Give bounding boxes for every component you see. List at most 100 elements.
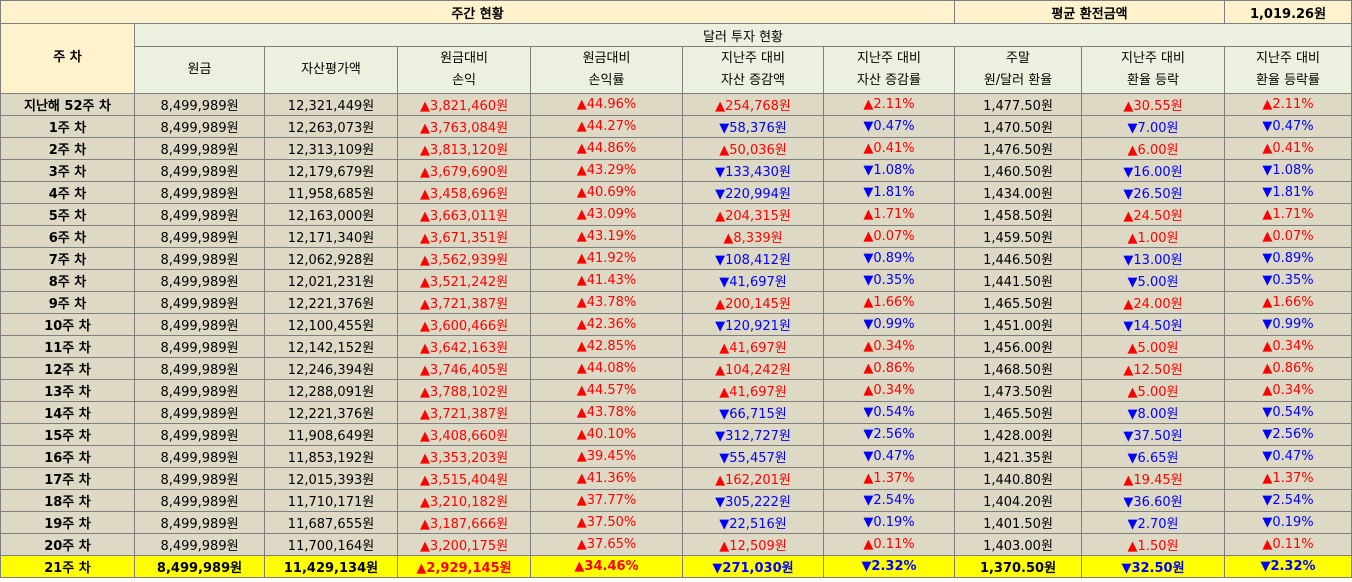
exchange-rate-cell[interactable]: 1,440.80원 [954, 467, 1082, 490]
exchange-change-cell[interactable]: ▲19.45원 [1080, 467, 1226, 490]
profit-loss-cell[interactable]: ▲3,187,666원 [397, 511, 531, 534]
profit-loss-cell[interactable]: ▲3,813,120원 [397, 137, 531, 160]
exchange-change-cell[interactable]: ▲1.50원 [1080, 533, 1226, 556]
exchange-change-cell[interactable]: ▼36.60원 [1080, 489, 1226, 512]
exchange-change-rate-cell[interactable]: ▲0.34% [1224, 335, 1352, 358]
profit-loss-cell[interactable]: ▲3,671,351원 [397, 225, 531, 248]
exchange-rate-cell[interactable]: 1,476.50원 [954, 137, 1082, 160]
asset-change-cell[interactable]: ▲41,697원 [682, 379, 824, 402]
exchange-rate-cell[interactable]: 1,470.50원 [954, 115, 1082, 138]
asset-value-cell[interactable]: 12,062,928원 [264, 247, 398, 270]
asset-change-cell[interactable]: ▼305,222원 [682, 489, 824, 512]
asset-value-cell[interactable]: 11,429,134원 [264, 555, 398, 578]
principal-cell[interactable]: 8,499,989원 [134, 181, 265, 204]
principal-cell[interactable]: 8,499,989원 [134, 423, 265, 446]
column-header[interactable]: 지난주 대비 환율 등락률 [1224, 46, 1352, 94]
principal-cell[interactable]: 8,499,989원 [134, 489, 265, 512]
exchange-change-rate-cell[interactable]: ▼0.47% [1224, 445, 1352, 468]
profit-loss-rate-cell[interactable]: ▲43.78% [530, 291, 683, 314]
week-label-cell[interactable]: 17주 차 [0, 467, 135, 490]
asset-change-rate-cell[interactable]: ▼0.47% [823, 445, 955, 468]
asset-change-cell[interactable]: ▼220,994원 [682, 181, 824, 204]
exchange-change-rate-cell[interactable]: ▲0.34% [1224, 379, 1352, 402]
exchange-rate-cell[interactable]: 1,441.50원 [954, 269, 1082, 292]
asset-value-cell[interactable]: 12,015,393원 [264, 467, 398, 490]
asset-value-cell[interactable]: 11,853,192원 [264, 445, 398, 468]
exchange-change-rate-cell[interactable]: ▼1.08% [1224, 159, 1352, 182]
exchange-rate-cell[interactable]: 1,459.50원 [954, 225, 1082, 248]
exchange-change-rate-cell[interactable]: ▲0.41% [1224, 137, 1352, 160]
exchange-change-rate-cell[interactable]: ▲0.86% [1224, 357, 1352, 380]
exchange-change-rate-cell[interactable]: ▼1.81% [1224, 181, 1352, 204]
exchange-change-cell[interactable]: ▼26.50원 [1080, 181, 1226, 204]
asset-change-rate-cell[interactable]: ▼2.32% [823, 555, 955, 578]
asset-change-cell[interactable]: ▲50,036원 [682, 137, 824, 160]
profit-loss-rate-cell[interactable]: ▲41.92% [530, 247, 683, 270]
exchange-rate-cell[interactable]: 1,477.50원 [954, 93, 1082, 116]
profit-loss-cell[interactable]: ▲3,663,011원 [397, 203, 531, 226]
week-label-cell[interactable]: 11주 차 [0, 335, 135, 358]
asset-change-rate-cell[interactable]: ▼2.54% [823, 489, 955, 512]
asset-change-cell[interactable]: ▼120,921원 [682, 313, 824, 336]
asset-change-rate-cell[interactable]: ▲1.71% [823, 203, 955, 226]
asset-change-cell[interactable]: ▼271,030원 [682, 555, 824, 578]
week-label-cell[interactable]: 18주 차 [0, 489, 135, 512]
profit-loss-cell[interactable]: ▲3,600,466원 [397, 313, 531, 336]
principal-cell[interactable]: 8,499,989원 [134, 445, 265, 468]
week-label-cell[interactable]: 9주 차 [0, 291, 135, 314]
principal-cell[interactable]: 8,499,989원 [134, 357, 265, 380]
asset-value-cell[interactable]: 11,908,649원 [264, 423, 398, 446]
exchange-rate-cell[interactable]: 1,404.20원 [954, 489, 1082, 512]
exchange-rate-cell[interactable]: 1,473.50원 [954, 379, 1082, 402]
week-label-cell[interactable]: 19주 차 [0, 511, 135, 534]
profit-loss-rate-cell[interactable]: ▲42.85% [530, 335, 683, 358]
week-label-cell[interactable]: 5주 차 [0, 203, 135, 226]
principal-cell[interactable]: 8,499,989원 [134, 247, 265, 270]
exchange-change-cell[interactable]: ▲30.55원 [1080, 93, 1226, 116]
principal-cell[interactable]: 8,499,989원 [134, 533, 265, 556]
asset-change-cell[interactable]: ▼41,697원 [682, 269, 824, 292]
asset-value-cell[interactable]: 12,321,449원 [264, 93, 398, 116]
avg-exchange-label[interactable]: 평균 환전금액 [953, 0, 1226, 24]
exchange-change-cell[interactable]: ▲24.00원 [1080, 291, 1226, 314]
asset-change-rate-cell[interactable]: ▲0.34% [823, 335, 955, 358]
exchange-change-cell[interactable]: ▼8.00원 [1080, 401, 1226, 424]
profit-loss-rate-cell[interactable]: ▲39.45% [530, 445, 683, 468]
principal-cell[interactable]: 8,499,989원 [134, 93, 265, 116]
profit-loss-rate-cell[interactable]: ▲34.46% [530, 555, 683, 578]
principal-cell[interactable]: 8,499,989원 [134, 555, 265, 578]
asset-change-rate-cell[interactable]: ▼0.99% [823, 313, 955, 336]
profit-loss-rate-cell[interactable]: ▲44.08% [530, 357, 683, 380]
asset-change-rate-cell[interactable]: ▲0.07% [823, 225, 955, 248]
week-label-cell[interactable]: 4주 차 [0, 181, 135, 204]
asset-value-cell[interactable]: 12,142,152원 [264, 335, 398, 358]
asset-change-rate-cell[interactable]: ▲1.66% [823, 291, 955, 314]
asset-value-cell[interactable]: 12,100,455원 [264, 313, 398, 336]
asset-change-rate-cell[interactable]: ▼0.54% [823, 401, 955, 424]
week-label-cell[interactable]: 1주 차 [0, 115, 135, 138]
column-header[interactable]: 지난주 대비 자산 증감액 [682, 46, 824, 94]
asset-change-rate-cell[interactable]: ▼2.56% [823, 423, 955, 446]
exchange-change-cell[interactable]: ▼14.50원 [1080, 313, 1226, 336]
principal-cell[interactable]: 8,499,989원 [134, 335, 265, 358]
subsection-title[interactable]: 달러 투자 현황 [133, 23, 1352, 47]
profit-loss-cell[interactable]: ▲3,746,405원 [397, 357, 531, 380]
week-label-cell[interactable]: 10주 차 [0, 313, 135, 336]
column-header[interactable]: 원금대비 손익 [397, 46, 531, 94]
week-label-cell[interactable]: 8주 차 [0, 269, 135, 292]
profit-loss-rate-cell[interactable]: ▲44.86% [530, 137, 683, 160]
week-label-cell[interactable]: 21주 차 [0, 555, 135, 578]
exchange-change-rate-cell[interactable]: ▼0.19% [1224, 511, 1352, 534]
week-label-cell[interactable]: 2주 차 [0, 137, 135, 160]
asset-value-cell[interactable]: 11,687,655원 [264, 511, 398, 534]
week-label-cell[interactable]: 7주 차 [0, 247, 135, 270]
exchange-change-cell[interactable]: ▼37.50원 [1080, 423, 1226, 446]
exchange-rate-cell[interactable]: 1,460.50원 [954, 159, 1082, 182]
asset-change-rate-cell[interactable]: ▲1.37% [823, 467, 955, 490]
exchange-change-rate-cell[interactable]: ▼0.54% [1224, 401, 1352, 424]
profit-loss-cell[interactable]: ▲2,929,145원 [397, 555, 531, 578]
profit-loss-cell[interactable]: ▲3,721,387원 [397, 401, 531, 424]
asset-value-cell[interactable]: 12,171,340원 [264, 225, 398, 248]
exchange-rate-cell[interactable]: 1,468.50원 [954, 357, 1082, 380]
asset-change-cell[interactable]: ▼66,715원 [682, 401, 824, 424]
